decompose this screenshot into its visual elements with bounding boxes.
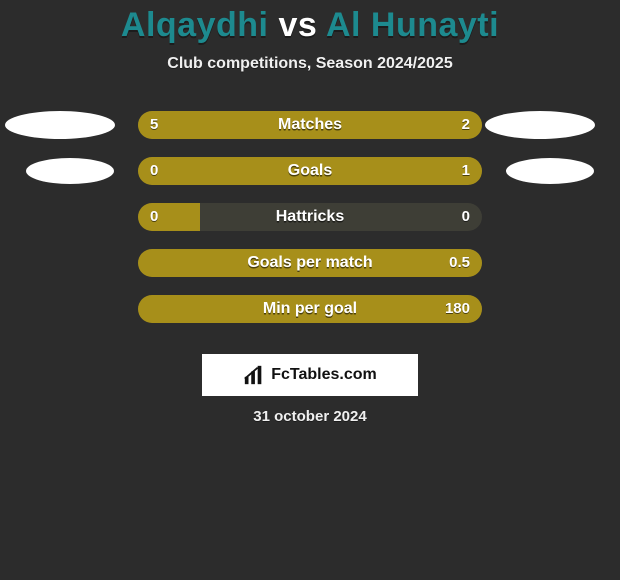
bar-track bbox=[138, 111, 482, 139]
bar-track bbox=[138, 203, 482, 231]
date-text: 31 october 2024 bbox=[0, 408, 620, 425]
stat-row: 180Min per goal bbox=[0, 295, 620, 323]
stat-row: 00Hattricks bbox=[0, 203, 620, 231]
brand-logo: FcTables.com bbox=[202, 354, 418, 396]
bar-track bbox=[138, 249, 482, 277]
bar-value-left: 0 bbox=[150, 203, 158, 231]
page-title: Alqaydhi vs Al Hunayti bbox=[0, 0, 620, 45]
bar-left-fill bbox=[138, 203, 200, 231]
bar-left-fill bbox=[138, 295, 482, 323]
title-player2: Al Hunayti bbox=[326, 6, 499, 44]
bar-value-left: 0 bbox=[150, 157, 158, 185]
title-player1: Alqaydhi bbox=[121, 6, 269, 44]
stat-row: 52Matches bbox=[0, 111, 620, 139]
bar-left-fill bbox=[138, 157, 200, 185]
bar-left-fill bbox=[138, 249, 482, 277]
brand-text: FcTables.com bbox=[271, 366, 377, 384]
stat-row: 01Goals bbox=[0, 157, 620, 185]
team-logo-placeholder bbox=[5, 111, 115, 139]
team-logo-placeholder bbox=[506, 158, 594, 184]
bar-value-right: 0 bbox=[462, 203, 470, 231]
bar-right-fill bbox=[200, 157, 482, 185]
bar-value-right: 2 bbox=[462, 111, 470, 139]
stat-row: 0.5Goals per match bbox=[0, 249, 620, 277]
bar-value-right: 1 bbox=[462, 157, 470, 185]
bar-track bbox=[138, 295, 482, 323]
subtitle: Club competitions, Season 2024/2025 bbox=[0, 55, 620, 73]
team-logo-placeholder bbox=[26, 158, 114, 184]
bar-value-right: 0.5 bbox=[449, 249, 470, 277]
bars-icon bbox=[243, 364, 265, 386]
bar-track bbox=[138, 157, 482, 185]
bar-left-fill bbox=[138, 111, 372, 139]
title-vs: vs bbox=[278, 6, 317, 44]
bar-value-left: 5 bbox=[150, 111, 158, 139]
bar-value-right: 180 bbox=[445, 295, 470, 323]
stat-rows: 52Matches01Goals00Hattricks0.5Goals per … bbox=[0, 111, 620, 323]
team-logo-placeholder bbox=[485, 111, 595, 139]
